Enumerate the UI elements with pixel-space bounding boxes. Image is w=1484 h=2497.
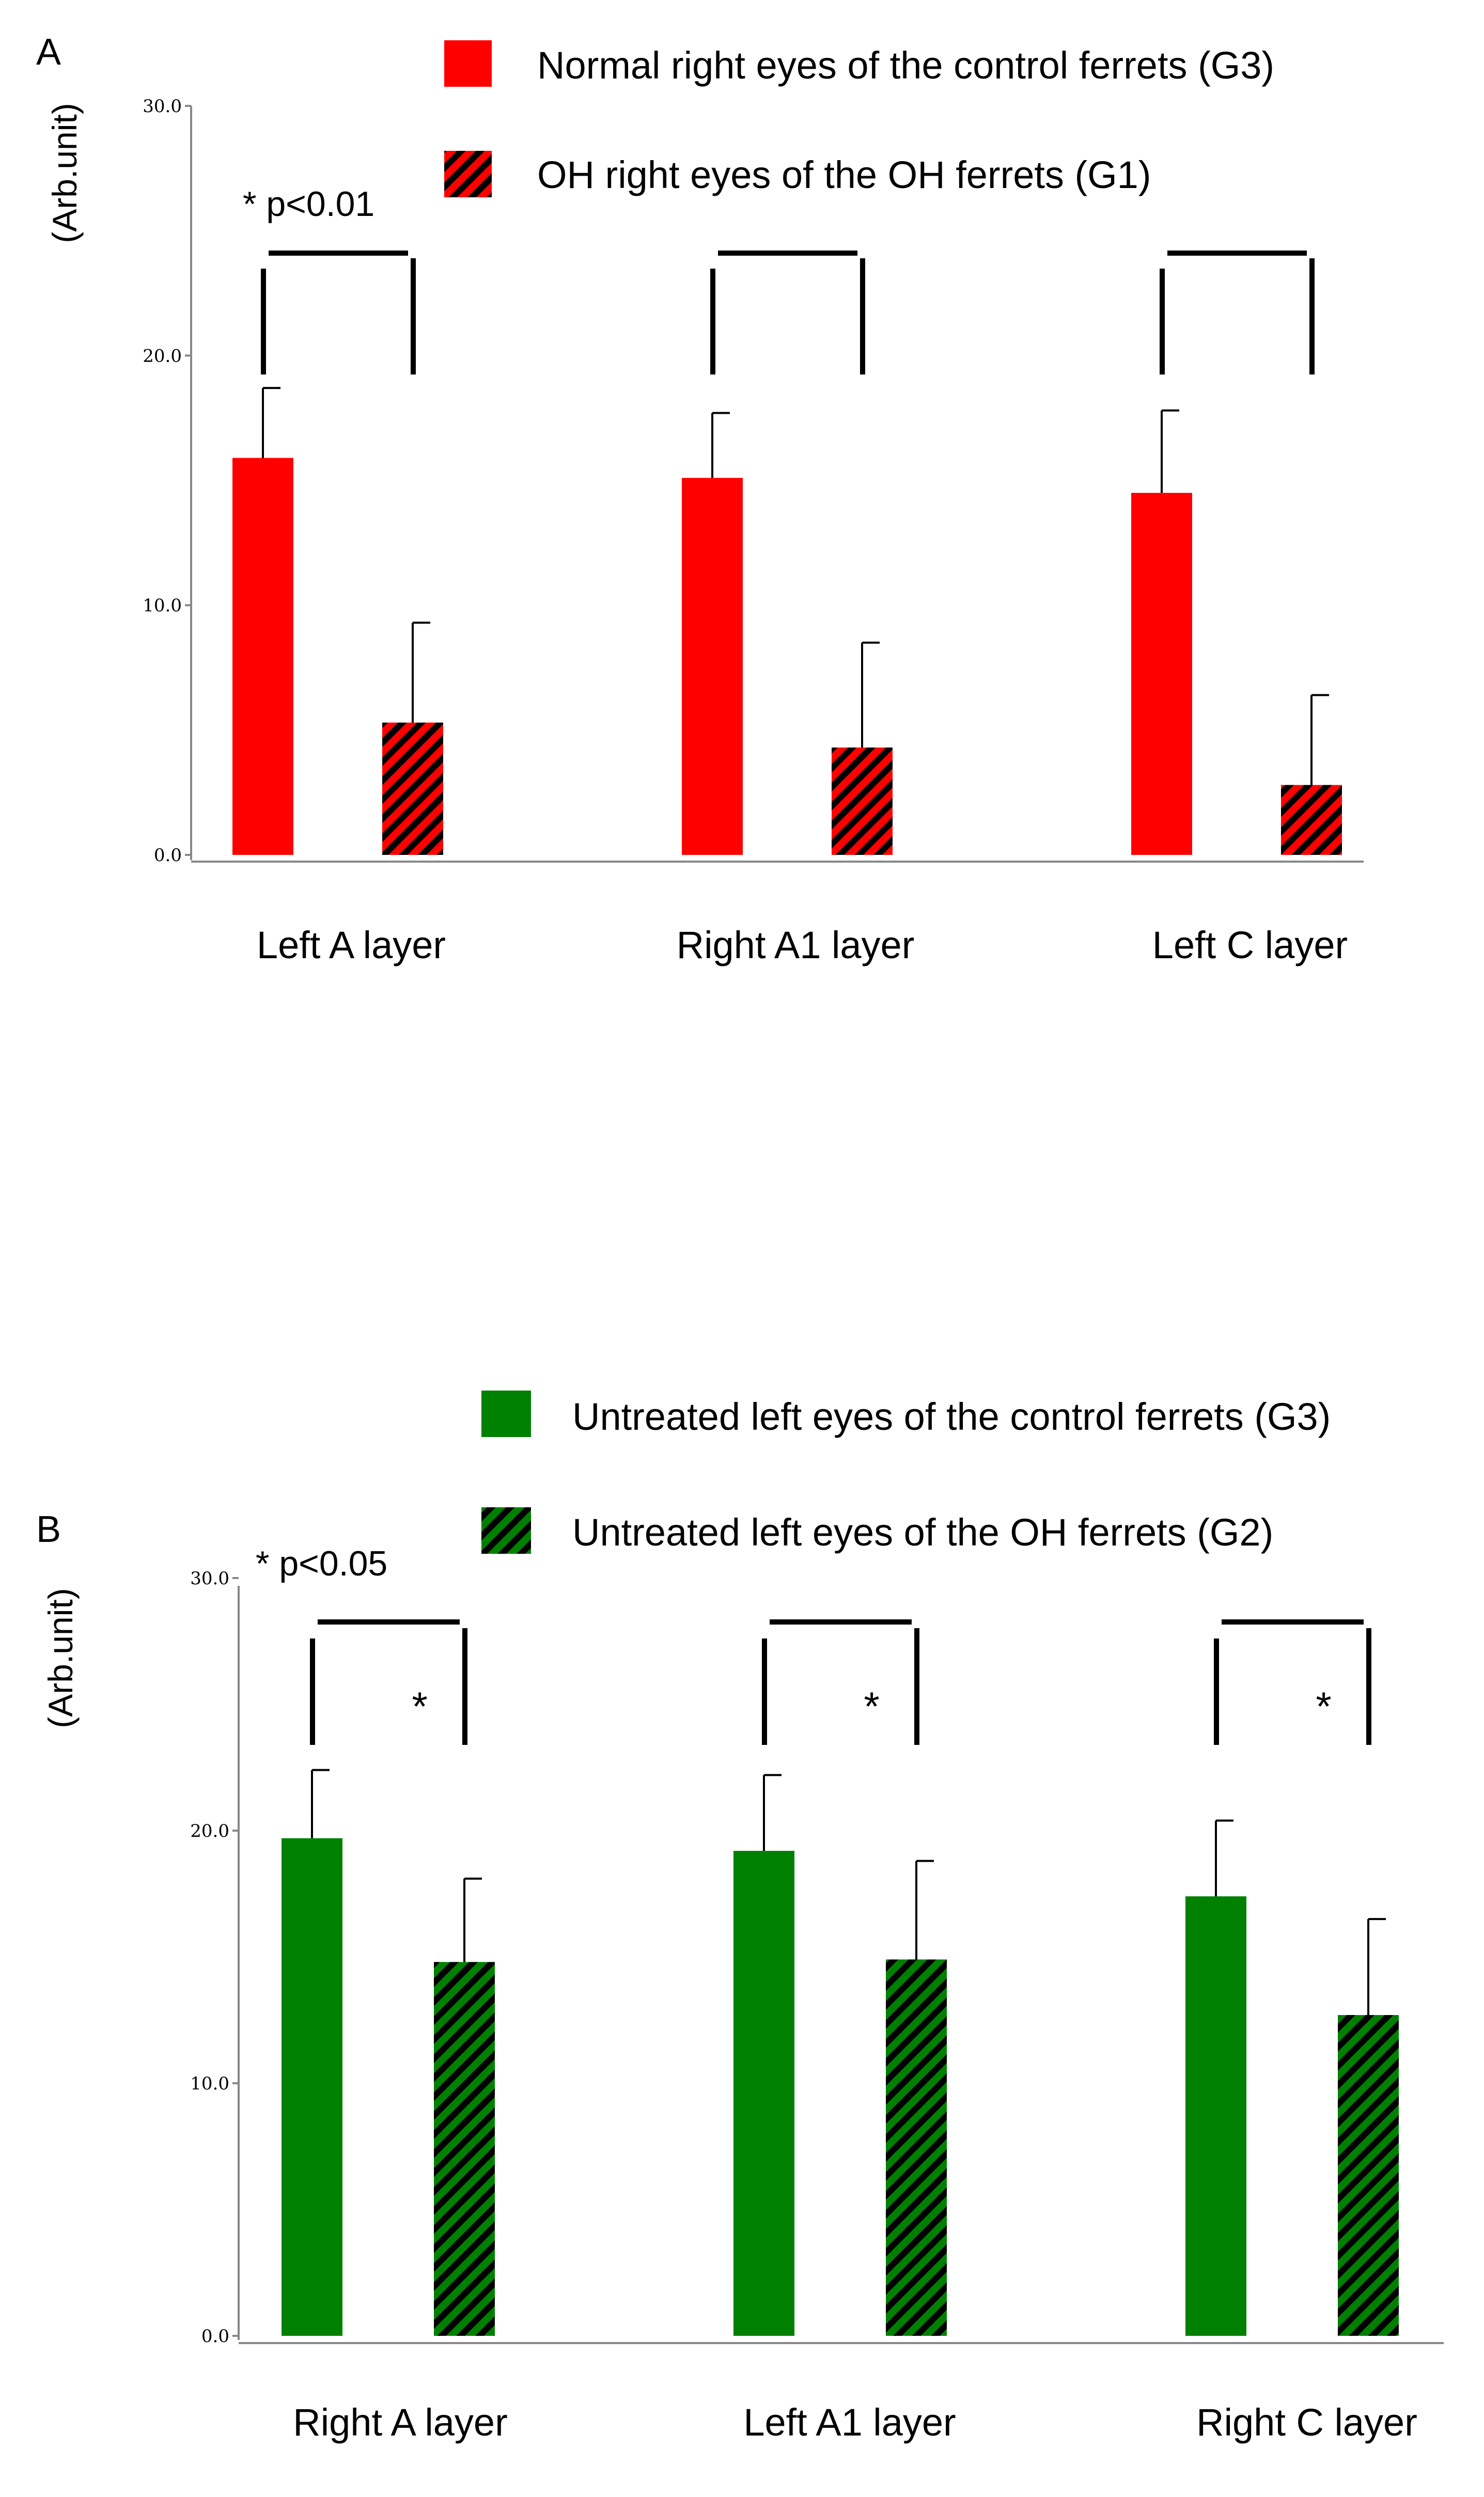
bar bbox=[733, 1851, 794, 2336]
legend-b: Untreated left eyes of the control ferre… bbox=[481, 1391, 1331, 1554]
significance-brackets: * * * bbox=[310, 1619, 1371, 1745]
legend-label: Normal right eyes of the control ferrets… bbox=[537, 44, 1274, 87]
legend-swatch-hatched bbox=[444, 151, 492, 197]
significance-note: * p<0.01 bbox=[243, 184, 374, 224]
panel-b-label: B bbox=[36, 1509, 61, 1550]
category-label: Left C layer bbox=[1152, 924, 1348, 966]
category-label: Left A1 layer bbox=[743, 2401, 956, 2444]
significance-brackets bbox=[261, 251, 1315, 374]
y-tick-label: 10.0 bbox=[190, 2073, 229, 2094]
y-axis-label: (Arb.unit) bbox=[41, 1588, 80, 1728]
y-tick-label: 0.0 bbox=[201, 2326, 229, 2347]
category-label: Right A layer bbox=[293, 2401, 507, 2444]
significance-star: * bbox=[412, 1683, 427, 1729]
legend-a: Normal right eyes of the control ferrets… bbox=[444, 40, 1274, 197]
category-label: Left A layer bbox=[257, 924, 446, 966]
panel-a-label: A bbox=[36, 32, 61, 73]
legend-label: OH right eyes of the OH ferrets (G1) bbox=[537, 153, 1151, 196]
bar bbox=[382, 722, 443, 855]
y-tick-label: 0.0 bbox=[154, 845, 182, 866]
y-tick-label: 20.0 bbox=[190, 1821, 229, 1841]
bars bbox=[282, 1769, 1399, 2336]
significance-star: * bbox=[1316, 1683, 1331, 1729]
legend-label: Untreated left eyes of the OH ferrets (G… bbox=[572, 1511, 1273, 1554]
panel-b: B Untreated left eyes of the control fer… bbox=[36, 1391, 1444, 2444]
bar bbox=[1131, 493, 1192, 855]
y-tick-label: 10.0 bbox=[143, 596, 182, 616]
legend-swatch-solid bbox=[481, 1391, 531, 1437]
bar bbox=[886, 1959, 947, 2336]
bars bbox=[232, 387, 1342, 855]
y-ticks: 0.0 10.0 20.0 30.0 bbox=[143, 96, 191, 866]
category-label: Right A1 layer bbox=[677, 924, 915, 966]
y-tick-label: 20.0 bbox=[143, 346, 182, 366]
legend-label: Untreated left eyes of the control ferre… bbox=[572, 1395, 1331, 1438]
bar bbox=[1185, 1896, 1246, 2336]
bar bbox=[832, 747, 893, 855]
significance-note: * p<0.05 bbox=[256, 1544, 387, 1583]
category-labels: Left A layer Right A1 layer Left C layer bbox=[257, 924, 1348, 966]
y-tick-label: 30.0 bbox=[143, 96, 182, 117]
bar bbox=[682, 478, 743, 855]
significance-star: * bbox=[864, 1683, 879, 1729]
category-label: Right C layer bbox=[1196, 2401, 1417, 2444]
bar bbox=[232, 458, 293, 855]
y-tick-label: 30.0 bbox=[190, 1568, 229, 1589]
panel-a: A Normal right eyes of the control ferre… bbox=[36, 32, 1364, 966]
bar bbox=[1338, 2015, 1399, 2336]
y-axis-label: (Arb.unit) bbox=[45, 103, 84, 243]
category-labels: Right A layer Left A1 layer Right C layer bbox=[293, 2401, 1417, 2444]
legend-swatch-hatched bbox=[481, 1507, 531, 1554]
bar bbox=[282, 1838, 342, 2336]
bar bbox=[434, 1962, 495, 2336]
bar bbox=[1281, 785, 1342, 855]
y-ticks: 0.0 10.0 20.0 30.0 bbox=[190, 1568, 239, 2347]
legend-swatch-solid bbox=[444, 40, 492, 87]
